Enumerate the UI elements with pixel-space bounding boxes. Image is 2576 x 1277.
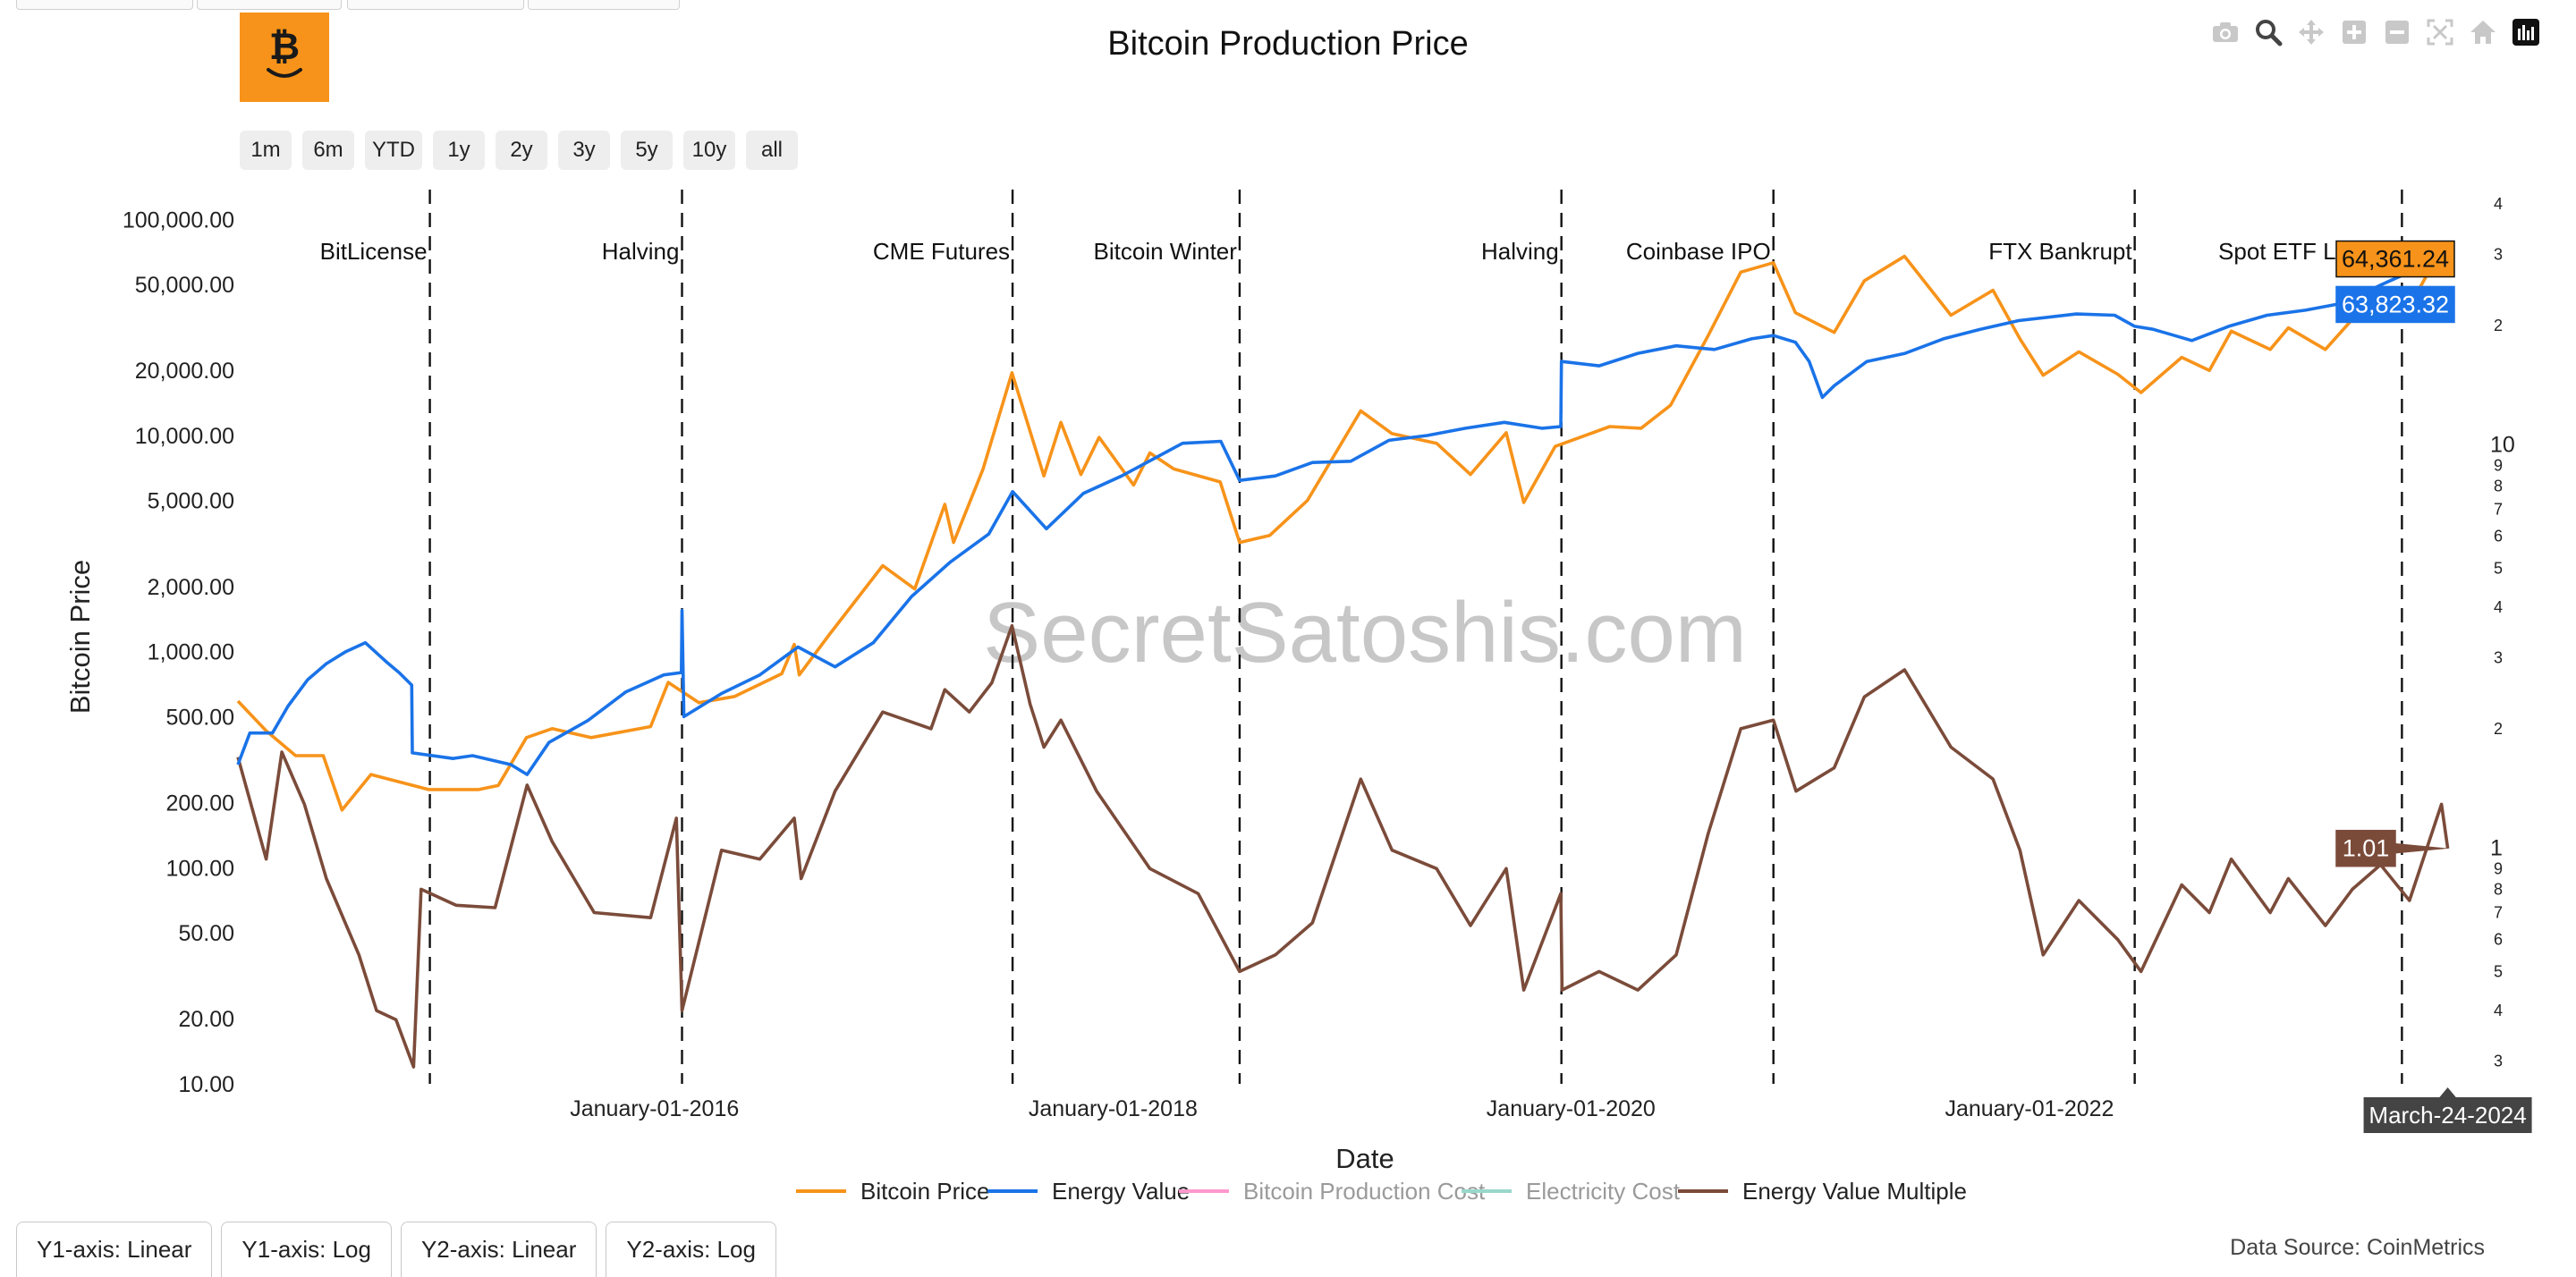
event-label: Halving: [1481, 238, 1559, 265]
hover-date-label: March-24-2024: [2368, 1102, 2526, 1129]
range-button-1m[interactable]: 1m: [240, 131, 292, 170]
y1-tick-label: 200.00: [166, 791, 234, 816]
y1-tick-label: 20.00: [178, 1007, 234, 1032]
y2-tick-label: 2: [2494, 720, 2503, 738]
hover-date-pointer: [2438, 1087, 2457, 1098]
camera-icon[interactable]: [2204, 14, 2247, 50]
x-tick-label: January-01-2020: [1487, 1096, 1656, 1121]
y2-tick-label: 5: [2494, 962, 2503, 980]
y2-tick-label: 7: [2494, 904, 2503, 922]
y2-tick-label: 6: [2494, 528, 2503, 545]
legend-item: Electricity Cost: [1526, 1178, 1681, 1205]
y1-tick-label: 10,000.00: [135, 424, 234, 449]
zoom-icon[interactable]: [2247, 14, 2290, 50]
y2-tick-label: 10: [2490, 433, 2515, 458]
event-label: Halving: [602, 238, 680, 265]
event-label: CME Futures: [873, 238, 1010, 265]
tab-y1-linear[interactable]: Y1-axis: Linear: [16, 1222, 213, 1277]
y1-tick-label: 20,000.00: [135, 359, 234, 384]
range-button-1y[interactable]: 1y: [433, 131, 485, 170]
x-axis-title: Date: [1335, 1143, 1394, 1174]
y1-tick-label: 50.00: [178, 921, 234, 946]
y2-tick-label: 4: [2494, 598, 2503, 616]
range-button-2y[interactable]: 2y: [496, 131, 547, 170]
y1-tick-label: 500.00: [166, 705, 234, 730]
series-line-energy-value: [236, 259, 2449, 776]
y2-tick-label: 9: [2494, 859, 2503, 877]
top-tab-stub: [16, 0, 193, 10]
y1-tick-label: 5,000.00: [148, 489, 234, 514]
range-button-all[interactable]: all: [746, 131, 798, 170]
y2-tick-label: 3: [2494, 648, 2503, 666]
range-button-10y[interactable]: 10y: [683, 131, 735, 170]
series-line-energy-value-multiple: [236, 623, 2450, 1069]
top-tab-stub: [347, 0, 524, 10]
zoom-in-icon[interactable]: [2333, 14, 2376, 50]
hover-date-box: [2363, 1097, 2532, 1133]
y2-tick-label: 5: [2494, 559, 2503, 577]
data-source-note: Data Source: CoinMetrics: [2230, 1235, 2485, 1260]
event-label: Bitcoin Winter: [1094, 238, 1238, 265]
y2-tick-label: 6: [2494, 931, 2503, 949]
hover-label-bitcoin-price: 64,361.24: [2342, 246, 2449, 273]
tab-y2-linear[interactable]: Y2-axis: Linear: [400, 1222, 597, 1277]
y2-tick-label: 2: [2494, 317, 2503, 334]
range-button-ytd[interactable]: YTD: [365, 131, 422, 170]
y2-tick-label: 8: [2494, 880, 2503, 898]
y2-tick-label: 4: [2494, 195, 2503, 213]
legend-item: Energy Value: [1052, 1178, 1190, 1205]
range-selector: 1m 6m YTD 1y 2y 3y 5y 10y all: [240, 131, 798, 170]
y2-tick-label: 3: [2494, 1052, 2503, 1070]
hover-label-energy-multiple: 1.01: [2343, 835, 2390, 862]
y2-tick-label: 1: [2490, 836, 2503, 861]
range-button-5y[interactable]: 5y: [621, 131, 673, 170]
tab-y2-log[interactable]: Y2-axis: Log: [606, 1222, 776, 1277]
legend-item: Bitcoin Price: [860, 1178, 990, 1205]
series-line-bitcoin-price: [236, 247, 2450, 812]
y-axis-title: Bitcoin Price: [64, 560, 96, 714]
top-tab-stub: [528, 0, 680, 10]
svg-text:₿: ₿: [269, 25, 300, 67]
event-label: BitLicense: [320, 238, 428, 265]
x-tick-label: January-01-2016: [570, 1096, 739, 1121]
autoscale-icon[interactable]: [2419, 14, 2462, 50]
y1-tick-label: 10.00: [178, 1072, 234, 1097]
pan-icon[interactable]: [2290, 14, 2333, 50]
y2-tick-label: 3: [2494, 245, 2503, 263]
y1-tick-label: 2,000.00: [148, 575, 234, 600]
bitcoin-face-icon: ₿: [267, 25, 302, 78]
event-label: Coinbase IPO: [1626, 238, 1771, 265]
y1-tick-label: 1,000.00: [148, 640, 234, 665]
y1-tick-label: 100.00: [166, 856, 234, 881]
legend-item: Bitcoin Production Cost: [1243, 1178, 1486, 1205]
y2-tick-label: 4: [2494, 1002, 2503, 1019]
zoom-out-icon[interactable]: [2376, 14, 2419, 50]
watermark: SecretSatoshis.com: [983, 585, 1747, 681]
y1-tick-label: 100,000.00: [123, 207, 234, 233]
event-label: FTX Bankrupt: [1988, 238, 2132, 265]
modebar: [2204, 14, 2547, 50]
top-tab-stub: [197, 0, 342, 10]
y1-tick-label: 50,000.00: [135, 273, 234, 298]
plotly-logo-icon[interactable]: [2504, 14, 2547, 50]
y2-tick-label: 9: [2494, 456, 2503, 474]
hover-label-energy-value-box: [2335, 285, 2455, 324]
range-button-6m[interactable]: 6m: [302, 131, 354, 170]
hover-label-energy-multiple-box: [2335, 829, 2396, 867]
x-tick-label: January-01-2022: [1945, 1096, 2114, 1121]
tab-y1-log[interactable]: Y1-axis: Log: [221, 1222, 392, 1277]
x-tick-label: January-01-2018: [1029, 1096, 1198, 1121]
legend-item: Energy Value Multiple: [1742, 1178, 1967, 1205]
axis-scale-tabs: Y1-axis: Linear Y1-axis: Log Y2-axis: Li…: [16, 1222, 776, 1277]
range-button-3y[interactable]: 3y: [558, 131, 610, 170]
bitcoin-logo: ₿: [240, 13, 329, 102]
chart-title: Bitcoin Production Price: [1107, 25, 1469, 63]
y2-tick-label: 7: [2494, 500, 2503, 518]
home-icon[interactable]: [2462, 14, 2504, 50]
hover-label-energy-value: 63,823.32: [2342, 291, 2449, 317]
hover-label-bitcoin-price-box: [2335, 240, 2455, 278]
y2-tick-label: 8: [2494, 477, 2503, 495]
